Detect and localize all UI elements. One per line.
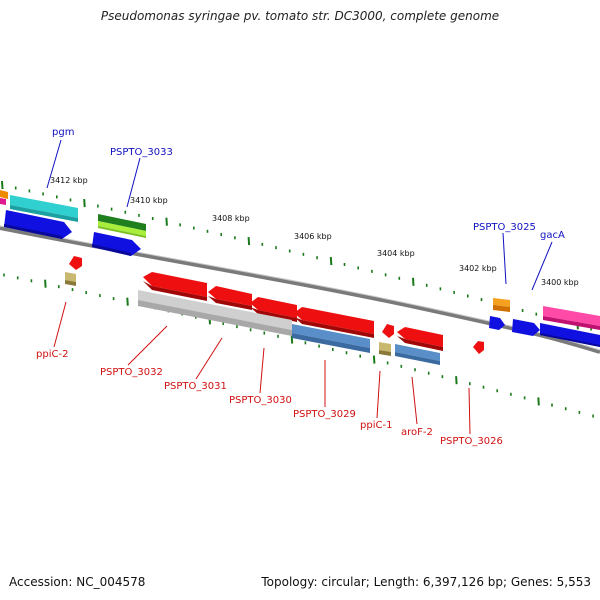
scale-tick [1,180,4,190]
gene-label-bottom[interactable]: ppiC-1 [360,420,392,431]
gene-label-bottom[interactable]: PSPTO_3032 [100,367,163,378]
gene-label-bottom[interactable]: PSPTO_3030 [229,395,292,406]
leader-line [127,325,168,366]
gene-label-top[interactable]: pgm [52,127,74,138]
scale-tick [455,376,458,385]
gene-arrow-blue[interactable] [92,232,141,256]
genome-stats-text: Topology: circular; Length: 6,397,126 bp… [261,575,591,589]
kbp-label: 3408 kbp [212,214,250,223]
scale-tick [165,217,168,226]
gene-label-top[interactable]: gacA [540,230,565,241]
kbp-label: 3404 kbp [377,249,415,258]
leader-line [502,232,507,285]
scale-tick [537,397,540,406]
leader-line [376,370,381,419]
scale-tick [247,236,251,246]
gene-arrow-blue[interactable] [512,319,540,336]
gene-pspto-3026[interactable] [473,341,484,354]
gene-aroF-2[interactable] [395,327,443,365]
leader-line [53,301,67,348]
gene-label-bottom[interactable]: PSPTO_3031 [164,381,227,392]
gene-pspto-3025[interactable] [493,298,510,312]
gene-arrow-blue[interactable] [540,323,600,347]
leader-line [259,347,265,394]
gene-label-bottom[interactable]: PSPTO_3026 [440,436,503,447]
gene-gacA[interactable] [543,306,600,330]
scale-tick [412,277,415,286]
leader-line [531,241,553,291]
scale-tick [44,279,47,288]
gene-pspto-3030[interactable] [250,297,297,322]
scale-tick [372,355,376,364]
gene-pspto-3032[interactable] [143,272,207,301]
kbp-label: 3400 kbp [541,278,579,287]
scale-tick [126,297,129,306]
leader-line [411,376,418,425]
gene-label-top[interactable]: PSPTO_3033 [110,147,173,158]
leader-line [468,387,471,435]
gene-steel-band[interactable] [292,324,370,353]
inner-tick-track [3,273,594,418]
gene-label-bottom[interactable]: ppiC-2 [36,349,68,360]
accession-text: Accession: NC_004578 [9,575,146,589]
gene-pspto-3033[interactable] [98,214,146,238]
gene-ppiC-1[interactable] [379,324,394,356]
scale-tick [83,198,86,208]
kbp-label: 3402 kbp [459,264,497,273]
gene-pgm[interactable] [10,195,78,222]
scale-tick [329,257,333,266]
gene-arrow-blue[interactable] [489,316,505,330]
kbp-label: 3412 kbp [50,176,88,185]
kbp-label: 3410 kbp [130,196,168,205]
gene-label-top[interactable]: PSPTO_3025 [473,222,536,233]
gene-block[interactable] [0,190,8,205]
gene-grey-band[interactable] [138,290,292,336]
leader-line [195,337,223,380]
gene-pspto-3029[interactable] [294,307,374,338]
gene-pspto-3031[interactable] [208,286,252,310]
map-title: Pseudomonas syringae pv. tomato str. DC3… [100,9,500,23]
leader-line [126,157,141,208]
gene-label-bottom[interactable]: PSPTO_3029 [293,409,356,420]
gene-ppiC-2[interactable] [65,256,82,286]
gene-arrow-blue[interactable] [4,210,72,239]
kbp-label: 3406 kbp [294,232,332,241]
gene-label-bottom[interactable]: aroF-2 [401,427,433,438]
scale-tick [290,335,294,344]
leader-line [46,139,62,189]
